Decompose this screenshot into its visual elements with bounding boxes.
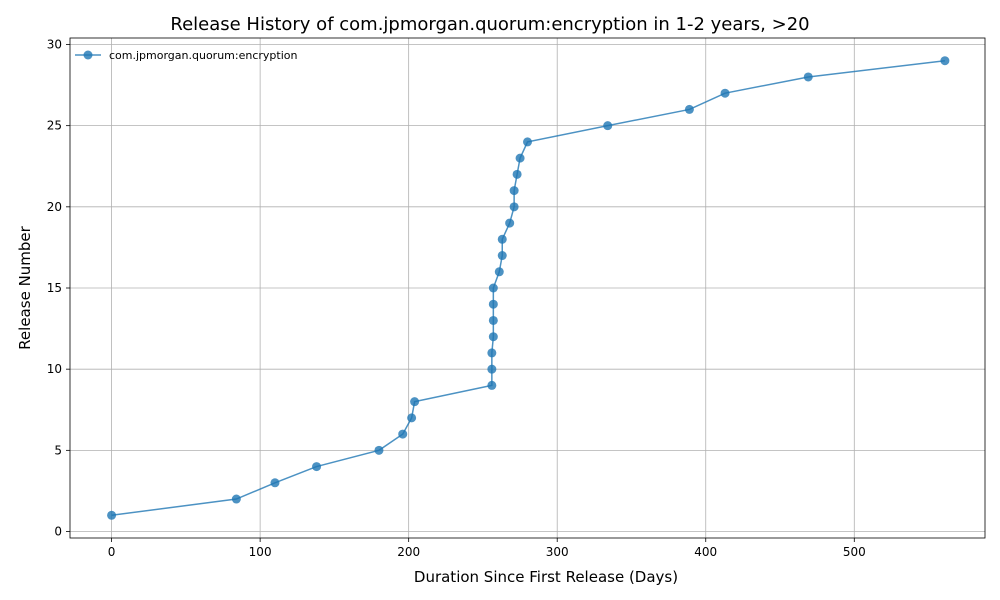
y-tick-label: 5 (54, 443, 62, 457)
y-tick-label: 25 (47, 119, 62, 133)
data-point (509, 186, 519, 196)
chart-title: Release History of com.jpmorgan.quorum:e… (170, 14, 809, 35)
data-point (407, 413, 417, 423)
grid-layer (70, 38, 985, 538)
data-point (107, 510, 117, 520)
data-point (803, 72, 813, 82)
data-point (684, 104, 694, 114)
x-tick-label: 200 (397, 545, 420, 559)
data-point (488, 332, 498, 342)
data-point (312, 462, 322, 472)
data-point (494, 267, 504, 277)
data-point (497, 251, 507, 261)
data-point (940, 56, 950, 66)
data-point (497, 234, 507, 244)
data-point (374, 445, 384, 455)
y-tick-label: 15 (47, 281, 62, 295)
data-point (603, 121, 613, 131)
data-point (512, 169, 522, 179)
legend: com.jpmorgan.quorum:encryption (75, 49, 297, 62)
y-tick-label: 10 (47, 362, 62, 376)
data-point (509, 202, 519, 212)
x-axis-title: Duration Since First Release (Days) (414, 568, 678, 586)
data-point (720, 88, 730, 98)
y-axis-title: Release Number (16, 225, 34, 349)
data-point (487, 364, 497, 374)
legend-label: com.jpmorgan.quorum:encryption (109, 49, 297, 62)
y-tick-label: 20 (47, 200, 62, 214)
legend-marker-swatch (83, 50, 93, 60)
data-point (487, 348, 497, 358)
data-point (488, 283, 498, 293)
data-point (488, 299, 498, 309)
y-tick-label: 30 (47, 37, 62, 51)
data-point (515, 153, 525, 163)
data-point (270, 478, 280, 488)
data-point (231, 494, 241, 504)
data-point (523, 137, 532, 147)
x-tick-label: 100 (249, 545, 272, 559)
data-point (488, 315, 498, 325)
x-tick-label: 400 (694, 545, 717, 559)
series-layer (107, 56, 950, 520)
data-point (487, 380, 497, 390)
x-tick-label: 300 (546, 545, 569, 559)
data-point (505, 218, 515, 228)
x-tick-label: 500 (843, 545, 866, 559)
data-point (398, 429, 408, 439)
data-point (410, 397, 420, 407)
y-tick-label: 0 (54, 525, 62, 539)
x-tick-label: 0 (108, 545, 116, 559)
axes-layer: 0 100 200 300 400 500 0 5 10 15 20 25 30 (47, 37, 986, 559)
